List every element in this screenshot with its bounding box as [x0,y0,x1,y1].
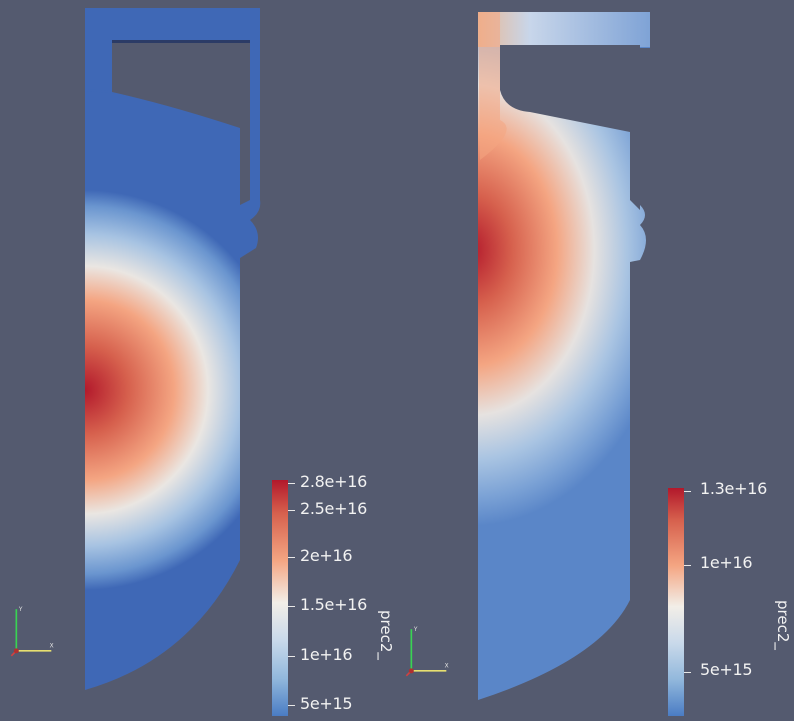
tick-mark [288,483,295,484]
svg-text:Y: Y [18,607,23,613]
colorbar-tick-label: 1.3e+16 [700,479,767,498]
colorbar-tick-label: 5e+15 [300,694,353,713]
svg-text:Y: Y [413,627,418,633]
colorbar-tick-label: 1.5e+16 [300,595,367,614]
orientation-axes-icon: Y X [405,627,449,677]
tick-mark [288,705,295,706]
colorbar-gradient [272,480,288,716]
tick-mark [288,510,295,511]
colorbar-gradient [668,488,684,716]
right-domain [478,12,650,700]
tick-mark [288,557,295,558]
tick-mark [684,565,691,566]
colorbar-tick-label: 1e+16 [300,645,353,664]
colorbar-title: prec2_ [377,610,395,660]
colorbar-tick-label: 2.8e+16 [300,472,367,491]
colorbar-tick-label: 2.5e+16 [300,499,367,518]
colorbar-tick-label: 1e+16 [700,553,753,572]
tick-mark [288,656,295,657]
orientation-axes-icon: Y X [10,607,54,657]
tick-mark [684,672,691,673]
colorbar-tick-label: 5e+15 [700,660,753,679]
svg-text:X: X [50,644,54,650]
tick-mark [288,606,295,607]
colorbar-tick-label: 2e+16 [300,546,353,565]
left-domain [84,8,261,690]
colorbar-title: prec2_ [774,600,792,650]
svg-text:X: X [445,664,449,670]
tick-mark [684,491,691,492]
